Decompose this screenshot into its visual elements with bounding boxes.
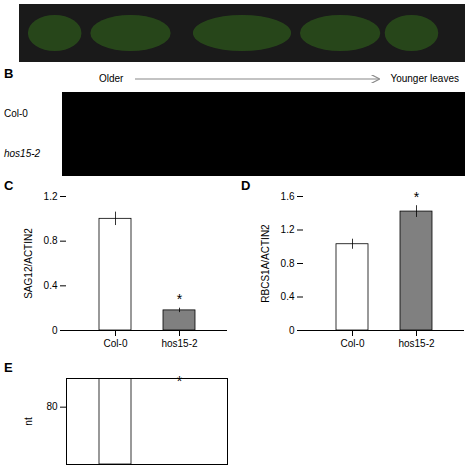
svg-text:0.8: 0.8 (281, 258, 295, 269)
html-text:hos15-2: hos15-2 (4, 148, 41, 159)
svg-text:hos15-2: hos15-2 (161, 338, 198, 349)
svg-text:SAG12/ACTIN2: SAG12/ACTIN2 (23, 228, 34, 299)
svg-text:*: * (177, 291, 183, 307)
html-text:C: C (4, 178, 14, 193)
svg-text:0.4: 0.4 (44, 280, 58, 291)
svg-text:Younger leaves: Younger leaves (390, 73, 459, 84)
svg-text:80: 80 (46, 401, 58, 412)
html-text:Col-0: Col-0 (4, 108, 28, 119)
svg-text:1.2: 1.2 (44, 191, 58, 202)
html-text:D: D (241, 178, 251, 193)
svg-text:0.8: 0.8 (44, 235, 58, 246)
svg-text:nt: nt (23, 417, 34, 426)
html-text:E: E (4, 360, 13, 375)
svg-text:*: * (177, 373, 183, 389)
svg-text:1.6: 1.6 (281, 191, 295, 202)
svg-text:Older: Older (99, 73, 124, 84)
html-text:B: B (4, 66, 14, 81)
svg-text:0: 0 (52, 325, 58, 336)
svg-text:hos15-2: hos15-2 (398, 338, 435, 349)
svg-text:0: 0 (289, 325, 295, 336)
svg-text:1.2: 1.2 (281, 224, 295, 235)
svg-text:RBCS1A/ACTIN2: RBCS1A/ACTIN2 (260, 224, 271, 303)
svg-text:Col-0: Col-0 (104, 338, 128, 349)
svg-text:0.4: 0.4 (281, 291, 295, 302)
svg-text:Col-0: Col-0 (341, 338, 365, 349)
svg-text:*: * (414, 189, 420, 205)
